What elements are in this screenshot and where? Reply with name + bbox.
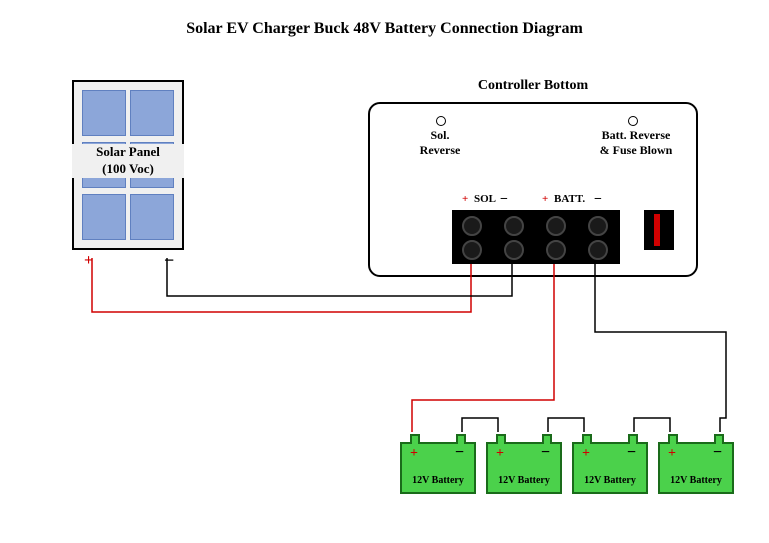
battery-1: + − 12V Battery bbox=[400, 442, 476, 494]
sol-minus-icon: − bbox=[500, 192, 508, 208]
battery-pos-terminal bbox=[496, 434, 506, 444]
battery-plus-icon: + bbox=[582, 446, 590, 462]
solar-cell bbox=[130, 194, 174, 240]
diagram-title: Solar EV Charger Buck 48V Battery Connec… bbox=[0, 20, 769, 38]
sol-reverse-led-icon bbox=[436, 116, 446, 126]
terminal-hole bbox=[546, 216, 566, 236]
solar-plus-icon: + bbox=[84, 252, 93, 270]
solar-label-1: Solar Panel bbox=[96, 144, 160, 159]
fuse-stripe-icon bbox=[654, 214, 660, 246]
battery-2: + − 12V Battery bbox=[486, 442, 562, 494]
batt-minus-icon: − bbox=[594, 192, 602, 208]
terminal-hole bbox=[588, 240, 608, 260]
battery-pos-terminal bbox=[582, 434, 592, 444]
battery-neg-terminal bbox=[456, 434, 466, 444]
solar-cell bbox=[82, 90, 126, 136]
sol-plus-icon: + bbox=[462, 193, 468, 205]
battery-label: 12V Battery bbox=[488, 475, 560, 486]
batt-label: BATT. bbox=[554, 193, 585, 205]
terminal-block bbox=[452, 210, 620, 264]
sol-reverse-label: Sol.Reverse bbox=[408, 128, 472, 158]
battery-4: + − 12V Battery bbox=[658, 442, 734, 494]
battery-minus-icon: − bbox=[713, 444, 722, 462]
terminal-hole bbox=[504, 216, 524, 236]
battery-label: 12V Battery bbox=[574, 475, 646, 486]
terminal-hole bbox=[504, 240, 524, 260]
battery-label: 12V Battery bbox=[660, 475, 732, 486]
battery-minus-icon: − bbox=[541, 444, 550, 462]
battery-plus-icon: + bbox=[410, 446, 418, 462]
sol-label: SOL bbox=[474, 193, 496, 205]
controller-title: Controller Bottom bbox=[368, 78, 698, 94]
terminal-hole bbox=[546, 240, 566, 260]
battery-neg-terminal bbox=[714, 434, 724, 444]
batt-reverse-led-icon bbox=[628, 116, 638, 126]
solar-panel-label: Solar Panel (100 Voc) bbox=[72, 144, 184, 178]
diagram-canvas: Solar EV Charger Buck 48V Battery Connec… bbox=[0, 0, 769, 543]
battery-minus-icon: − bbox=[627, 444, 636, 462]
solar-cell bbox=[130, 90, 174, 136]
batt-plus-icon: + bbox=[542, 193, 548, 205]
solar-minus-icon: − bbox=[164, 250, 174, 271]
solar-label-2: (100 Voc) bbox=[102, 161, 154, 176]
battery-minus-icon: − bbox=[455, 444, 464, 462]
terminal-hole bbox=[588, 216, 608, 236]
battery-pos-terminal bbox=[668, 434, 678, 444]
solar-cell bbox=[82, 194, 126, 240]
terminal-hole bbox=[462, 240, 482, 260]
battery-neg-terminal bbox=[542, 434, 552, 444]
battery-plus-icon: + bbox=[668, 446, 676, 462]
battery-label: 12V Battery bbox=[402, 475, 474, 486]
battery-3: + − 12V Battery bbox=[572, 442, 648, 494]
terminal-hole bbox=[462, 216, 482, 236]
battery-neg-terminal bbox=[628, 434, 638, 444]
battery-pos-terminal bbox=[410, 434, 420, 444]
battery-plus-icon: + bbox=[496, 446, 504, 462]
batt-reverse-label: Batt. Reverse& Fuse Blown bbox=[582, 128, 690, 158]
